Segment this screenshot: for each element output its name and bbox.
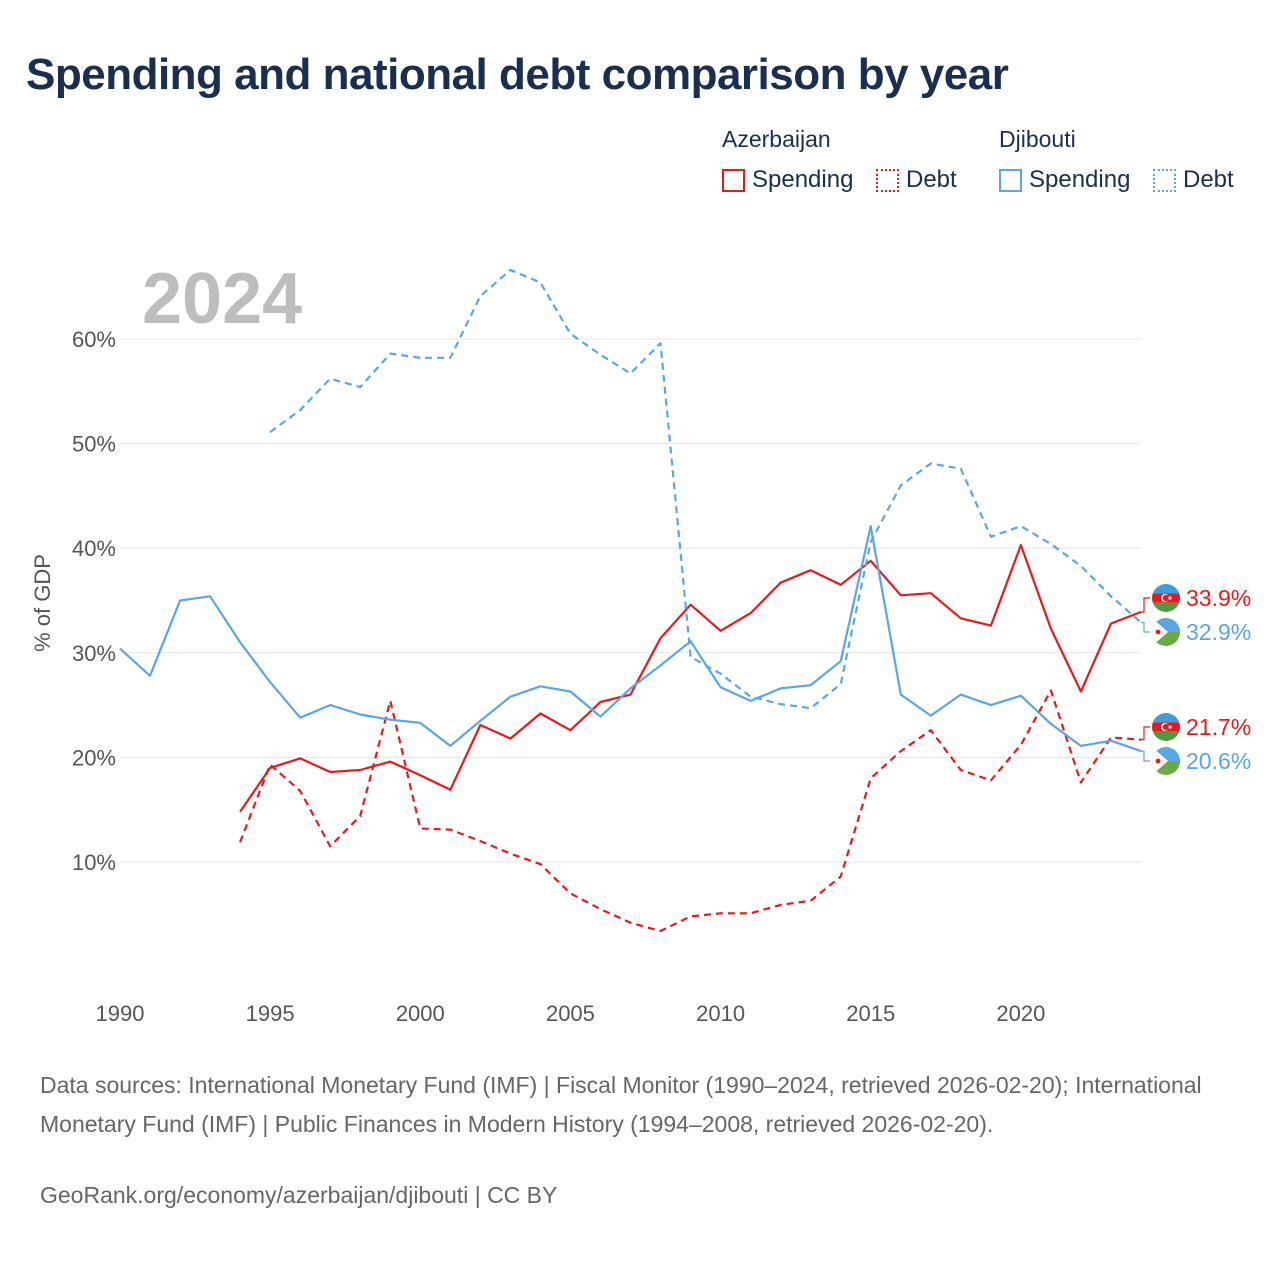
x-tick-label: 1995 [246,1001,295,1026]
end-label-connector [1141,726,1150,741]
legend-swatch-solid-red [722,168,745,192]
x-axis-ticks: 1990 1995 2000 2005 2010 2015 2020 [96,1001,1046,1026]
flag-djibouti-icon [1152,618,1180,646]
series-group [119,268,1142,933]
legend-swatch-dotted-blue [1153,168,1176,192]
legend-djibouti-spending[interactable]: Spending [999,166,1130,194]
y-axis-ticks: 10% 20% 30% 40% 50% 60% [72,327,116,875]
y-tick-label: 50% [72,432,116,457]
end-label-value: 20.6% [1186,748,1251,774]
line-chart: 10% 20% 30% 40% 50% 60% 1990 1995 2000 2005 2010 2… [30,259,1251,1026]
end-label-value: 32.9% [1186,619,1251,645]
legend-label: Spending [1029,166,1131,193]
y-tick-label: 20% [72,745,116,770]
x-tick-label: 2010 [696,1001,745,1026]
footer-sources: Data sources: International Monetary Fun… [40,1072,1202,1137]
footer-credit[interactable]: GeoRank.org/economy/azerbaijan/djibouti … [40,1182,558,1208]
series-line-azerbaijan-spending [239,543,1142,813]
x-tick-label: 2015 [846,1001,895,1026]
legend-djibouti-debt[interactable]: Debt [1153,166,1234,194]
legend-swatch-dotted-red [876,168,899,192]
legend-label: Debt [906,166,957,193]
end-label-value: 21.7% [1186,714,1251,740]
y-axis-label: % of GDP [30,554,55,652]
end-labels: 33.9% 21.7% 20.6% 32.9% [1141,584,1251,775]
chart-title: Spending and national debt comparison by… [26,50,1009,99]
series-line-djibouti-debt [269,268,1142,710]
series-line-djibouti-spending [119,525,1142,753]
x-tick-label: 2005 [546,1001,595,1026]
legend-group-azerbaijan: Azerbaijan [722,126,831,152]
legend-azerbaijan-debt[interactable]: Debt [876,166,957,194]
legend-swatch-solid-blue [999,168,1022,192]
chart-area: 10% 20% 30% 40% 50% 60% 1990 1995 2000 2005 2010 2… [30,259,1251,1026]
end-label-connector [1141,597,1150,613]
year-watermark: 2024 [142,259,302,339]
y-tick-label: 30% [72,641,116,666]
gridlines [120,338,1141,863]
end-label-connector [1141,621,1150,633]
end-label-connector [1141,750,1150,762]
end-label-azerbaijan-spending: 33.9% [1141,584,1251,613]
legend-azerbaijan-spending[interactable]: Spending [722,166,853,194]
y-tick-label: 40% [72,536,116,561]
end-label-djibouti-spending: 20.6% [1141,747,1251,775]
legend-label: Spending [752,166,854,193]
series-line-azerbaijan-debt [239,689,1142,933]
legend-label: Debt [1183,166,1234,193]
flag-azerbaijan-icon [1152,584,1180,612]
x-tick-label: 1990 [96,1001,145,1026]
y-tick-label: 10% [72,850,116,875]
x-tick-label: 2000 [396,1001,445,1026]
end-label-value: 33.9% [1186,585,1251,611]
x-tick-label: 2020 [996,1001,1045,1026]
flag-azerbaijan-icon [1152,713,1180,741]
flag-djibouti-icon [1152,747,1180,775]
end-label-azerbaijan-debt: 21.7% [1141,713,1251,741]
end-label-djibouti-debt: 32.9% [1141,618,1251,646]
legend-group-djibouti: Djibouti [999,126,1076,152]
y-tick-label: 60% [72,327,116,352]
